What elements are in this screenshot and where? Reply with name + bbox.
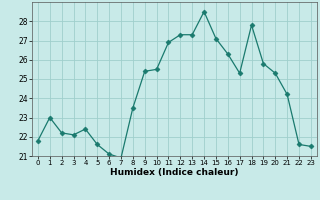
X-axis label: Humidex (Indice chaleur): Humidex (Indice chaleur) xyxy=(110,168,239,177)
